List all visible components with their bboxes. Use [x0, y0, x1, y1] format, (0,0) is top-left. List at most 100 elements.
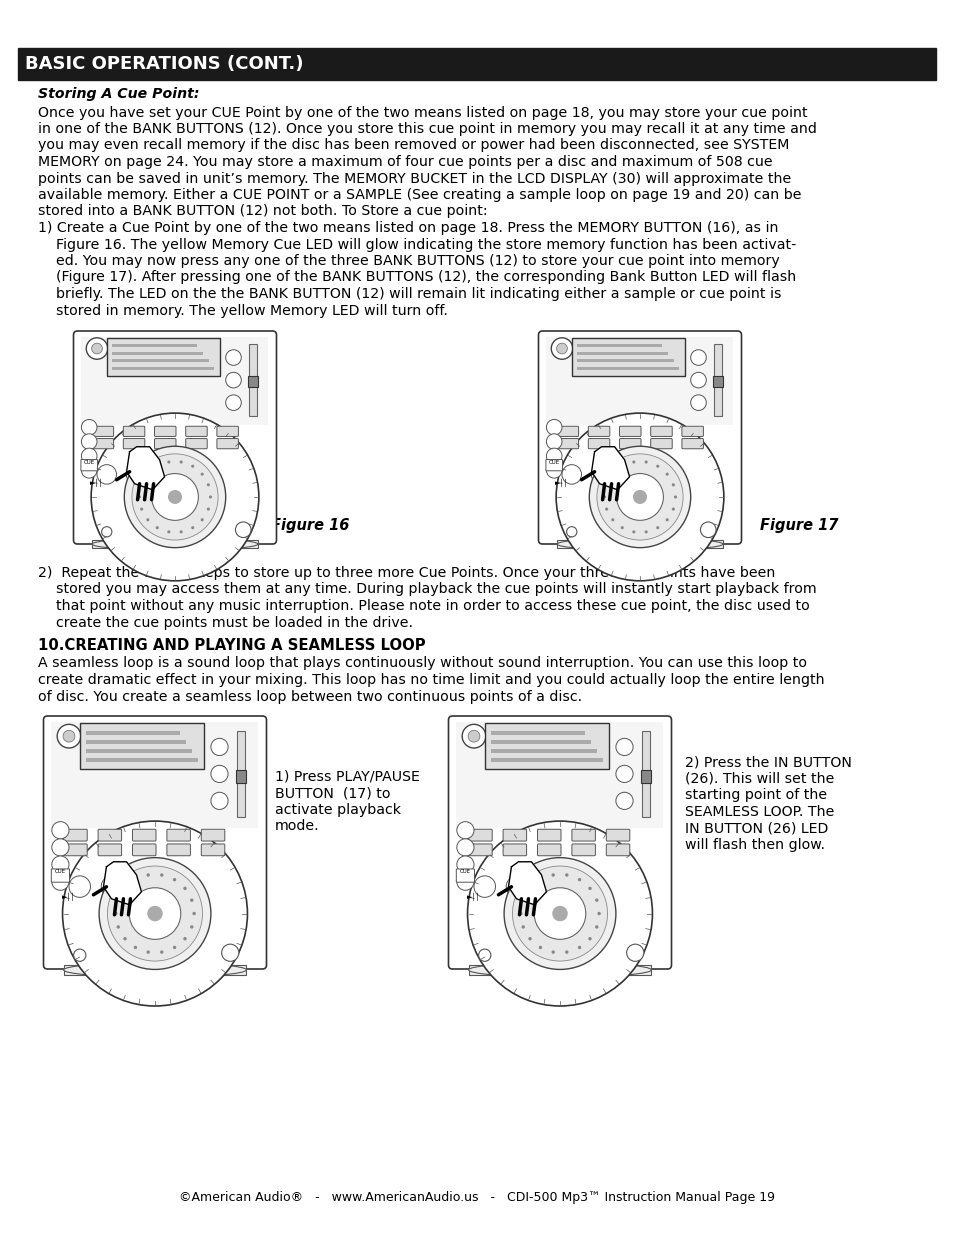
Circle shape	[632, 530, 635, 534]
Ellipse shape	[92, 538, 257, 551]
Circle shape	[179, 530, 183, 534]
Text: 10.CREATING AND PLAYING A SEAMLESS LOOP: 10.CREATING AND PLAYING A SEAMLESS LOOP	[38, 638, 425, 653]
Circle shape	[597, 453, 682, 540]
FancyBboxPatch shape	[73, 331, 276, 543]
Circle shape	[114, 911, 117, 915]
Circle shape	[140, 483, 143, 487]
Bar	[577, 352, 667, 354]
Text: ►││: ►││	[467, 892, 480, 900]
Bar	[112, 359, 209, 362]
Circle shape	[521, 898, 524, 902]
Circle shape	[478, 948, 491, 961]
FancyBboxPatch shape	[167, 844, 191, 856]
Circle shape	[690, 395, 705, 410]
Circle shape	[588, 937, 591, 940]
Text: stored into a BANK BUTTON (12) not both. To Store a cue point:: stored into a BANK BUTTON (12) not both.…	[38, 205, 487, 219]
FancyBboxPatch shape	[681, 426, 702, 436]
Circle shape	[546, 462, 561, 478]
Circle shape	[129, 888, 181, 940]
FancyBboxPatch shape	[201, 829, 225, 841]
Circle shape	[190, 925, 193, 929]
Bar	[86, 731, 179, 735]
Circle shape	[183, 887, 187, 890]
Text: ►││: ►││	[555, 478, 568, 487]
FancyBboxPatch shape	[537, 844, 560, 856]
Bar	[112, 345, 197, 347]
Bar	[640, 769, 651, 783]
Circle shape	[57, 725, 81, 748]
Circle shape	[611, 473, 614, 475]
Text: Figure 17: Figure 17	[760, 517, 838, 534]
Circle shape	[226, 372, 241, 388]
FancyBboxPatch shape	[502, 844, 526, 856]
Bar	[484, 724, 609, 768]
Circle shape	[167, 530, 171, 534]
Circle shape	[578, 878, 580, 882]
FancyBboxPatch shape	[98, 829, 121, 841]
Circle shape	[183, 937, 187, 940]
Circle shape	[140, 508, 143, 510]
FancyBboxPatch shape	[650, 438, 672, 448]
Bar	[81, 337, 268, 425]
Circle shape	[211, 766, 228, 783]
Circle shape	[620, 464, 623, 468]
FancyBboxPatch shape	[468, 829, 492, 841]
Text: Storing A Cue Point:: Storing A Cue Point:	[38, 86, 199, 101]
Bar	[112, 352, 203, 354]
Circle shape	[132, 453, 218, 540]
FancyBboxPatch shape	[216, 426, 238, 436]
Circle shape	[665, 519, 668, 521]
Circle shape	[604, 483, 608, 487]
Circle shape	[152, 473, 198, 520]
FancyBboxPatch shape	[606, 829, 629, 841]
Circle shape	[91, 343, 102, 354]
Bar	[712, 377, 722, 388]
Text: IN BUTTON (26) LED: IN BUTTON (26) LED	[684, 821, 827, 835]
Text: you may even recall memory if the disc has been removed or power had been discon: you may even recall memory if the disc h…	[38, 138, 788, 152]
Circle shape	[611, 519, 614, 521]
Text: ed. You may now press any one of the three BANK BUTTONS (12) to store your cue p: ed. You may now press any one of the thr…	[38, 254, 779, 268]
Bar	[491, 740, 590, 743]
Ellipse shape	[557, 538, 722, 551]
Polygon shape	[103, 862, 141, 905]
Circle shape	[578, 946, 580, 950]
Circle shape	[81, 433, 97, 450]
FancyBboxPatch shape	[681, 438, 702, 448]
Circle shape	[564, 951, 568, 953]
Bar	[80, 724, 204, 768]
FancyBboxPatch shape	[186, 426, 207, 436]
FancyBboxPatch shape	[588, 438, 609, 448]
Circle shape	[690, 350, 705, 366]
Bar	[112, 367, 214, 370]
Circle shape	[456, 839, 474, 856]
Circle shape	[73, 948, 86, 961]
Circle shape	[99, 857, 211, 969]
Circle shape	[604, 508, 608, 510]
Ellipse shape	[468, 962, 651, 977]
Circle shape	[566, 526, 577, 537]
Circle shape	[97, 464, 116, 484]
Circle shape	[200, 473, 204, 475]
Bar	[641, 731, 650, 818]
FancyBboxPatch shape	[123, 426, 145, 436]
FancyBboxPatch shape	[448, 716, 671, 969]
Circle shape	[528, 887, 531, 890]
Circle shape	[616, 473, 662, 520]
Circle shape	[616, 766, 633, 783]
Circle shape	[626, 944, 643, 961]
Circle shape	[133, 876, 154, 898]
FancyBboxPatch shape	[92, 438, 113, 448]
Circle shape	[133, 878, 137, 882]
Circle shape	[190, 898, 193, 902]
FancyBboxPatch shape	[618, 426, 640, 436]
Bar	[577, 359, 673, 362]
Text: in one of the BANK BUTTONS (12). Once you store this cue point in memory you may: in one of the BANK BUTTONS (12). Once yo…	[38, 122, 816, 136]
FancyBboxPatch shape	[557, 438, 578, 448]
FancyBboxPatch shape	[650, 426, 672, 436]
Text: Figure 16: Figure 16	[271, 517, 349, 534]
Circle shape	[200, 519, 204, 521]
Circle shape	[167, 461, 171, 463]
Circle shape	[146, 473, 150, 475]
FancyBboxPatch shape	[557, 426, 578, 436]
FancyBboxPatch shape	[92, 426, 113, 436]
